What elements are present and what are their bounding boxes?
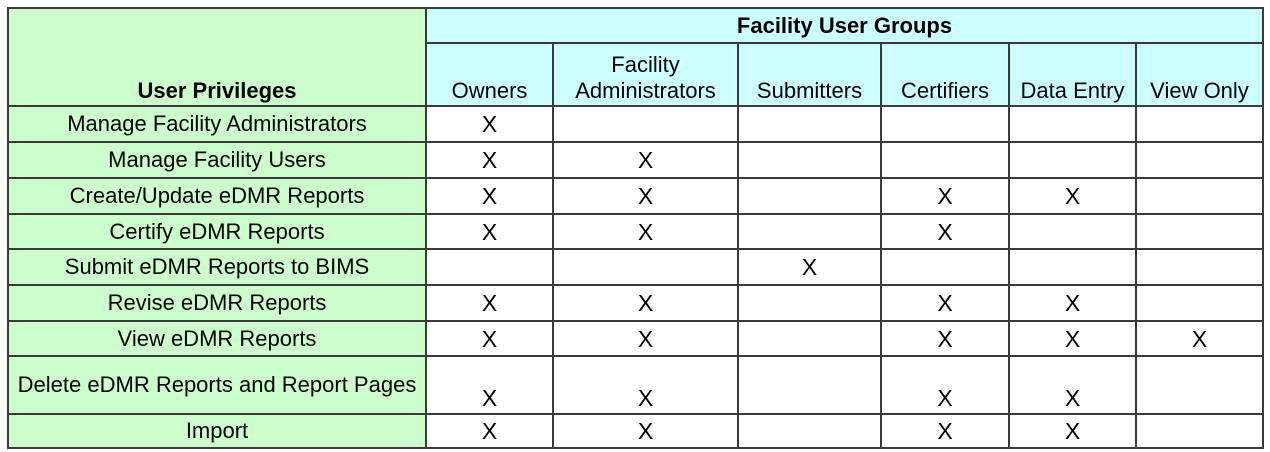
table-row: Import X X X X: [7, 413, 1264, 449]
permission-mark: X: [880, 355, 1010, 415]
permission-mark: X: [552, 284, 739, 322]
empty-cell: [737, 177, 882, 215]
empty-cell: [1135, 413, 1264, 449]
empty-cell: [1135, 355, 1264, 415]
empty-cell: [1008, 105, 1137, 143]
permission-mark: X: [1008, 355, 1137, 415]
empty-cell: [1135, 141, 1264, 179]
permission-mark: X: [880, 284, 1010, 322]
empty-cell: [552, 248, 739, 286]
empty-cell: [1135, 213, 1264, 250]
empty-cell: [880, 248, 1010, 286]
user-privileges-header: User Privileges: [7, 7, 427, 107]
empty-cell: [1008, 213, 1137, 250]
permission-mark: X: [425, 141, 554, 179]
privileges-table: User Privileges Facility User Groups Own…: [7, 7, 1264, 449]
table-row: Submit eDMR Reports to BIMS X: [7, 248, 1264, 286]
table-row: View eDMR Reports X X X X X: [7, 320, 1264, 357]
permission-mark: X: [1008, 413, 1137, 449]
column-header-certifiers: Certifiers: [880, 42, 1010, 107]
table-row: Create/Update eDMR Reports X X X X: [7, 177, 1264, 215]
empty-cell: [425, 248, 554, 286]
empty-cell: [737, 320, 882, 357]
permission-mark: X: [425, 320, 554, 357]
permission-mark: X: [1008, 177, 1137, 215]
permission-mark: X: [425, 355, 554, 415]
permission-mark: X: [552, 355, 739, 415]
privilege-label: Manage Facility Users: [7, 141, 427, 179]
empty-cell: [1008, 141, 1137, 179]
privilege-label: Delete eDMR Reports and Report Pages: [7, 355, 427, 415]
permission-mark: X: [880, 213, 1010, 250]
empty-cell: [737, 105, 882, 143]
table-row: Manage Facility Administrators X: [7, 105, 1264, 143]
column-header-view-only: View Only: [1135, 42, 1264, 107]
privilege-label: Import: [7, 413, 427, 449]
permission-mark: X: [1135, 320, 1264, 357]
permission-mark: X: [1008, 284, 1137, 322]
empty-cell: [880, 105, 1010, 143]
permission-mark: X: [425, 105, 554, 143]
empty-cell: [1135, 284, 1264, 322]
empty-cell: [1135, 248, 1264, 286]
empty-cell: [1135, 105, 1264, 143]
privilege-label: Create/Update eDMR Reports: [7, 177, 427, 215]
empty-cell: [737, 141, 882, 179]
facility-user-groups-header: Facility User Groups: [425, 7, 1264, 44]
empty-cell: [737, 355, 882, 415]
column-header-data-entry: Data Entry: [1008, 42, 1137, 107]
permission-mark: X: [880, 320, 1010, 357]
privilege-label: Manage Facility Administrators: [7, 105, 427, 143]
table-row: Delete eDMR Reports and Report Pages X X X X: [7, 355, 1264, 415]
column-header-submitters: Submitters: [737, 42, 882, 107]
permission-mark: X: [552, 141, 739, 179]
permission-mark: X: [880, 177, 1010, 215]
table-row: Certify eDMR Reports X X X: [7, 213, 1264, 250]
permission-mark: X: [552, 177, 739, 215]
permission-mark: X: [737, 248, 882, 286]
empty-cell: [552, 105, 739, 143]
column-header-facility-administrators: Facility Administrators: [552, 42, 739, 107]
privilege-label: View eDMR Reports: [7, 320, 427, 357]
permission-mark: X: [552, 213, 739, 250]
permission-mark: X: [1008, 320, 1137, 357]
permission-mark: X: [425, 284, 554, 322]
permission-mark: X: [425, 177, 554, 215]
privilege-label: Revise eDMR Reports: [7, 284, 427, 322]
empty-cell: [737, 413, 882, 449]
empty-cell: [1135, 177, 1264, 215]
empty-cell: [737, 213, 882, 250]
column-header-owners: Owners: [425, 42, 554, 107]
empty-cell: [1008, 248, 1137, 286]
empty-cell: [737, 284, 882, 322]
permission-mark: X: [880, 413, 1010, 449]
permission-mark: X: [425, 213, 554, 250]
permission-mark: X: [425, 413, 554, 449]
privilege-label: Certify eDMR Reports: [7, 213, 427, 250]
permission-mark: X: [552, 413, 739, 449]
permission-mark: X: [552, 320, 739, 357]
table-row: Revise eDMR Reports X X X X: [7, 284, 1264, 322]
empty-cell: [880, 141, 1010, 179]
table-row: Manage Facility Users X X: [7, 141, 1264, 179]
privilege-label: Submit eDMR Reports to BIMS: [7, 248, 427, 286]
